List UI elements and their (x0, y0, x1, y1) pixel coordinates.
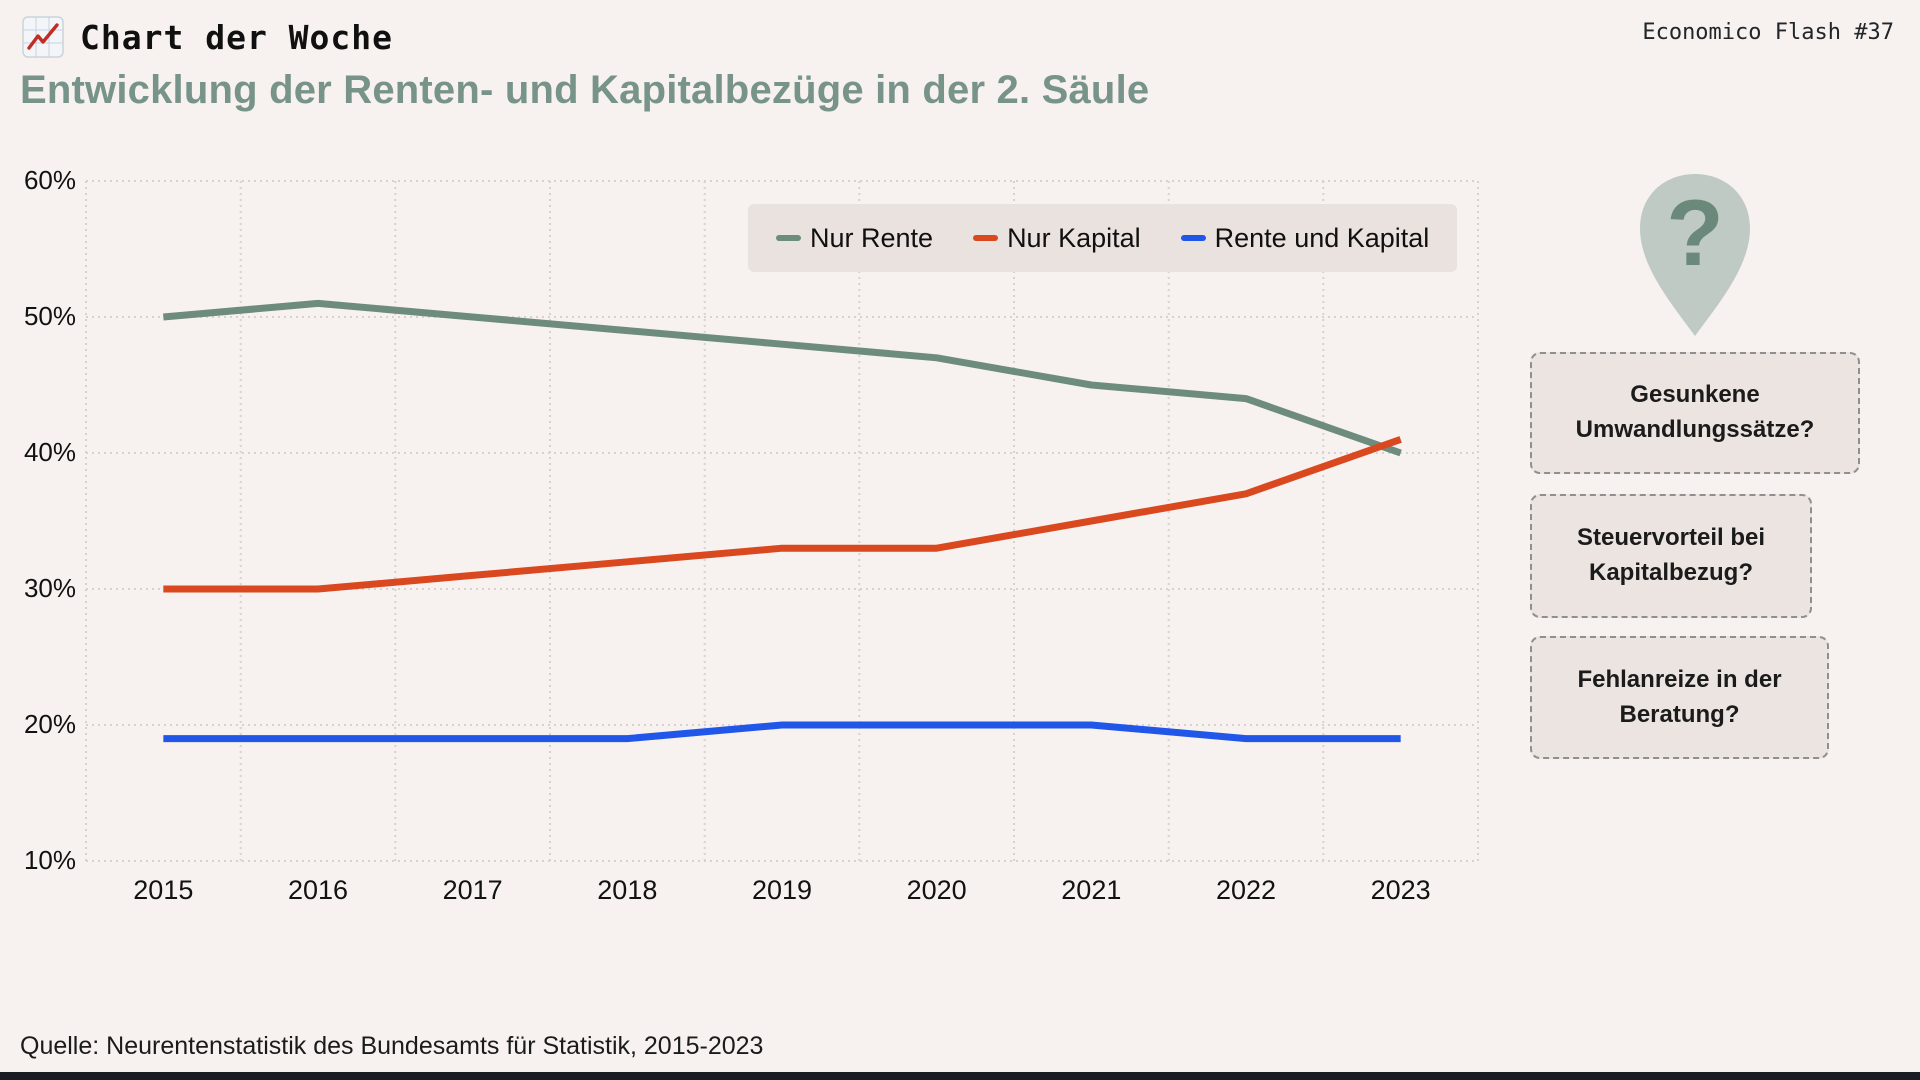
x-tick-label: 2019 (751, 875, 813, 905)
legend-item: Rente und Kapital (1180, 222, 1430, 254)
legend-swatch (1180, 235, 1206, 241)
bottom-accent-bar (0, 1072, 1920, 1080)
x-tick-label: 2017 (442, 875, 503, 905)
series-line-nur-rente (163, 299, 1402, 457)
legend-label: Rente und Kapital (1214, 222, 1430, 253)
x-tick-label: 2020 (906, 875, 967, 905)
annotation-box: Gesunkene Umwandlungssätze? (1530, 352, 1860, 474)
x-tick-label: 2016 (287, 875, 349, 905)
x-tick-label: 2021 (1061, 875, 1122, 905)
chart-increasing-icon (22, 16, 64, 58)
series-line-rente-und-kapital (163, 721, 1401, 743)
question-mark-pin-icon: ? (1640, 174, 1750, 336)
x-tick-label: 2015 (133, 875, 194, 905)
y-tick-label: 50% (23, 301, 76, 331)
chart-area: 10% 20% 30% 40% 50% 60% 2015 2016 2017 2018 2019 2… (23, 165, 1479, 905)
legend-label: Nur Kapital (1007, 222, 1141, 253)
y-tick-label: 60% (23, 165, 76, 195)
annotation-box: Fehlanreize in der Beratung? (1530, 636, 1829, 759)
legend-label: Nur Rente (810, 222, 934, 253)
x-tick-label: 2022 (1215, 875, 1277, 905)
brand-title: Chart der Woche (80, 17, 394, 57)
x-tick-label: 2018 (597, 875, 658, 905)
legend-swatch (973, 235, 999, 241)
chart-legend: Nur Rente Nur Kapital Rente und Kapital (748, 204, 1458, 272)
source-note: Quelle: Neurentenstatistik des Bundesamt… (20, 1032, 764, 1060)
header-brand: Chart der Woche (22, 16, 393, 58)
series-line-nur-kapital (163, 436, 1402, 593)
y-tick-label: 30% (23, 573, 76, 603)
x-tick-label: 2023 (1370, 875, 1431, 905)
legend-item: Nur Rente (776, 223, 933, 254)
page-title: Entwicklung der Renten- und Kapitalbezüg… (20, 68, 1150, 112)
issue-label: Economico Flash #37 (1642, 20, 1894, 45)
legend-swatch (776, 235, 801, 241)
line-chart (85, 180, 1479, 862)
svg-text:?: ? (1666, 180, 1723, 285)
legend-item: Nur Kapital (973, 223, 1141, 254)
annotation-box: Steuervorteil bei Kapitalbezug? (1530, 494, 1812, 618)
y-tick-label: 40% (23, 437, 76, 467)
y-tick-label: 20% (23, 709, 76, 739)
y-tick-label: 10% (23, 845, 76, 875)
